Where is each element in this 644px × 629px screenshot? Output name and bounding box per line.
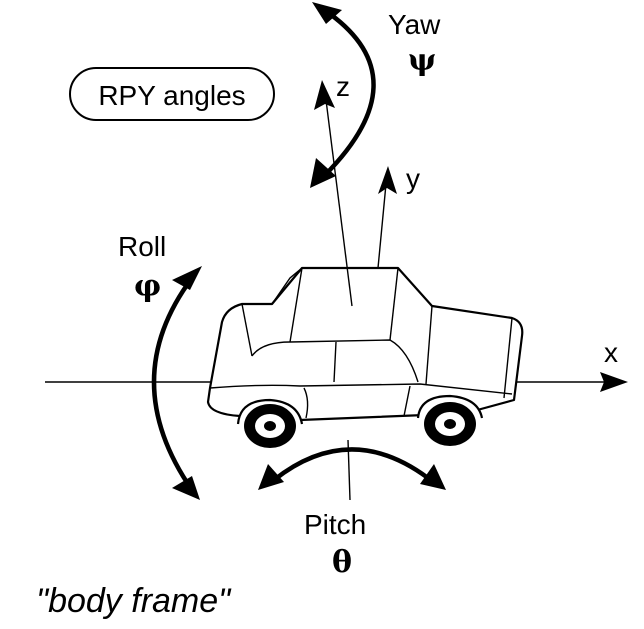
pitch-arrowhead-left — [258, 464, 284, 490]
yaw-symbol: ψ — [408, 43, 436, 78]
roll-label: Roll — [118, 231, 166, 262]
y-axis-arrowhead — [378, 166, 397, 194]
front-wheel — [424, 402, 476, 446]
z-axis-arrowhead — [314, 80, 335, 110]
z-axis: z — [314, 71, 353, 307]
car-body — [206, 266, 524, 422]
roll-arrowhead-top — [172, 266, 202, 290]
x-axis-arrowhead — [600, 372, 628, 392]
yaw-arrowhead-bottom — [310, 158, 336, 188]
roll-arrowhead-bottom — [172, 476, 200, 500]
badge-pill — [69, 67, 275, 121]
x-axis-label: x — [604, 337, 618, 368]
car — [206, 266, 524, 448]
caption: "body frame" — [36, 582, 232, 620]
yaw-rotation: Yaw ψ — [310, 2, 441, 188]
pitch-arc — [271, 447, 431, 483]
z-axis-label: z — [336, 71, 350, 102]
roll-arc — [151, 275, 195, 493]
rpy-badge: RPY angles — [69, 67, 275, 121]
pitch-arrowhead-right — [420, 464, 446, 490]
pitch-symbol: θ — [332, 545, 352, 580]
yaw-arc — [321, 11, 376, 179]
yaw-arrowhead-top — [312, 2, 342, 24]
y-axis: y — [377, 163, 420, 269]
badge-label: RPY angles — [98, 80, 245, 111]
rear-wheel — [244, 404, 296, 448]
z-axis-line — [325, 99, 353, 307]
roll-rotation: Roll φ — [118, 231, 202, 500]
pitch-rotation: Pitch θ — [258, 447, 446, 580]
pitch-label: Pitch — [304, 509, 366, 540]
yaw-label: Yaw — [388, 9, 441, 40]
roll-symbol: φ — [134, 269, 161, 304]
y-axis-label: y — [406, 163, 420, 194]
y-axis-line — [377, 183, 387, 269]
